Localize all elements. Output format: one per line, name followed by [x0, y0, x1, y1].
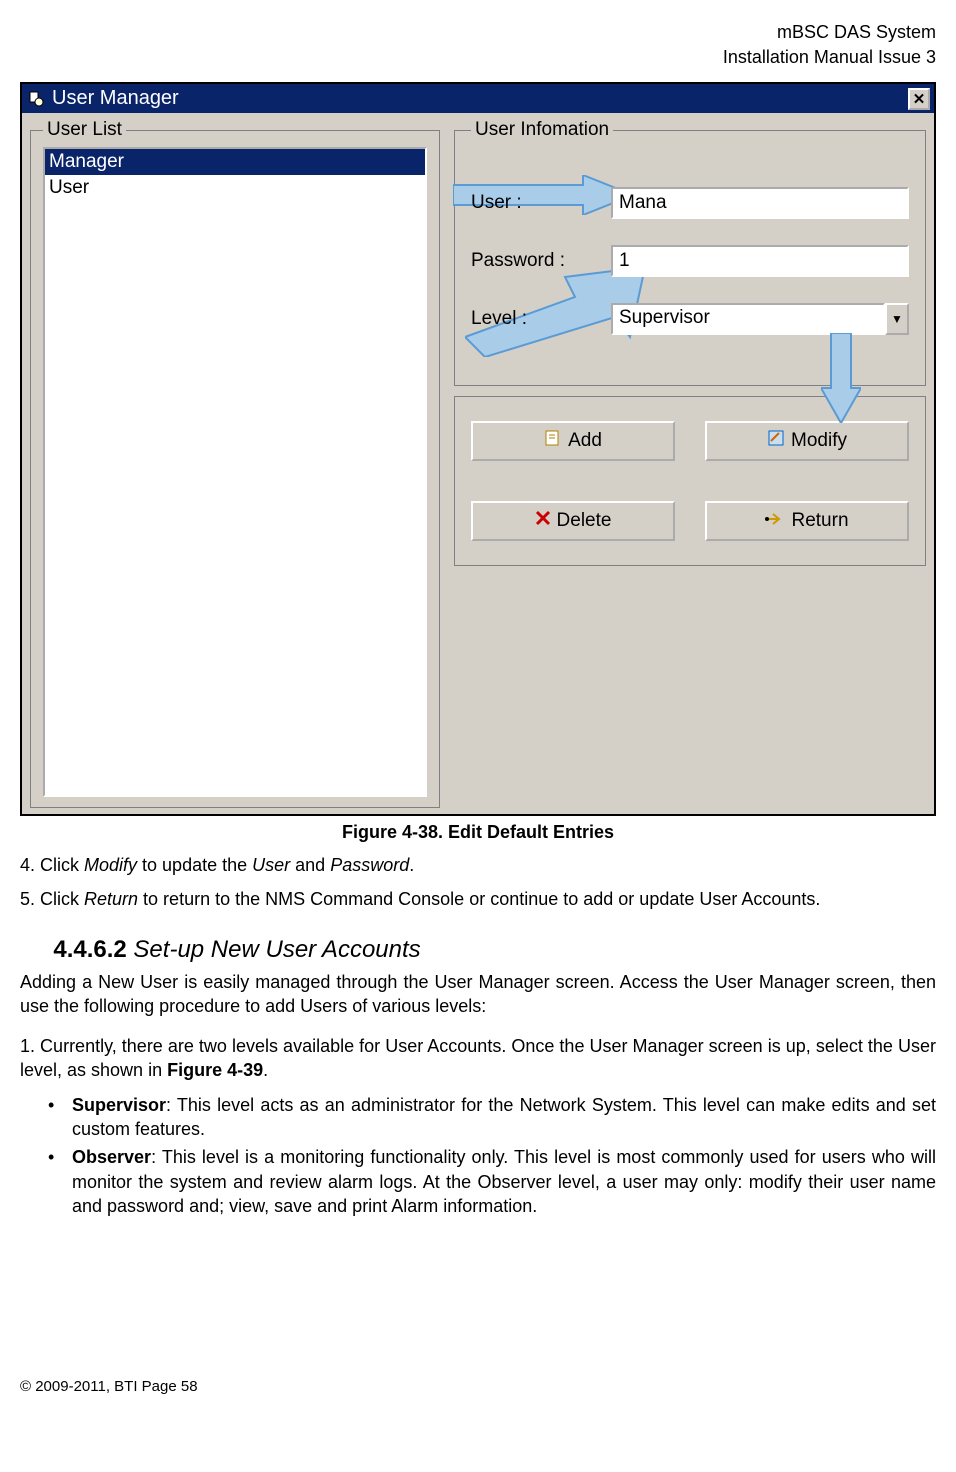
user-list-legend: User List — [43, 119, 126, 141]
app-icon — [26, 89, 46, 109]
p1-post: . — [263, 1060, 268, 1080]
modify-icon — [767, 429, 785, 453]
step4-mid2: and — [290, 855, 330, 875]
add-icon — [544, 429, 562, 453]
user-list-item-manager[interactable]: Manager — [45, 149, 425, 175]
header-line1: mBSC DAS System — [20, 20, 936, 45]
password-row: Password : — [471, 245, 909, 277]
p1-pre: 1. Currently, there are two levels avail… — [20, 1036, 936, 1080]
step4-password: Password — [330, 855, 409, 875]
return-label: Return — [791, 510, 848, 532]
p1-figref: Figure 4-39 — [167, 1060, 263, 1080]
password-input[interactable] — [611, 245, 909, 277]
step-5: 5. Click Return to return to the NMS Com… — [20, 887, 936, 911]
level-select[interactable]: Supervisor ▼ — [611, 303, 909, 335]
step4-mid: to update the — [137, 855, 252, 875]
section-number: 4.4.6.2 — [53, 936, 126, 963]
user-input[interactable] — [611, 187, 909, 219]
screenshot-frame: User Manager ✕ User List Manager User Us… — [20, 82, 936, 816]
user-info-legend: User Infomation — [471, 119, 613, 141]
delete-label: Delete — [557, 510, 612, 532]
b2-rest: : This level is a monitoring functionali… — [72, 1147, 936, 1216]
user-row: User : — [471, 187, 909, 219]
return-button[interactable]: Return — [705, 501, 909, 541]
step4-post: . — [409, 855, 414, 875]
user-list-fieldset: User List Manager User — [30, 119, 440, 808]
window-body: User List Manager User User Infomation U… — [22, 113, 934, 814]
chevron-down-icon[interactable]: ▼ — [885, 303, 909, 335]
add-button[interactable]: Add — [471, 421, 675, 461]
section-title: Set-up New User Accounts — [133, 936, 420, 963]
user-list-item-user[interactable]: User — [45, 175, 425, 201]
b2-bold: Observer — [72, 1147, 151, 1167]
delete-button[interactable]: Delete — [471, 501, 675, 541]
level-label: Level : — [471, 308, 611, 330]
b1-bold: Supervisor — [72, 1095, 166, 1115]
page-header: mBSC DAS System Installation Manual Issu… — [20, 20, 936, 70]
window-titlebar: User Manager ✕ — [22, 84, 934, 113]
header-line2: Installation Manual Issue 3 — [20, 45, 936, 70]
password-label: Password : — [471, 250, 611, 272]
step5-pre: 5. Click — [20, 889, 84, 909]
step4-user: User — [252, 855, 290, 875]
level-bullets: Supervisor: This level acts as an admini… — [48, 1093, 936, 1218]
section-step-1: 1. Currently, there are two levels avail… — [20, 1034, 936, 1083]
step4-modify: Modify — [84, 855, 137, 875]
b1-rest: : This level acts as an administrator fo… — [72, 1095, 936, 1139]
bullet-observer: Observer: This level is a monitoring fun… — [48, 1145, 936, 1218]
level-row: Level : Supervisor ▼ — [471, 303, 909, 335]
step4-pre: 4. Click — [20, 855, 84, 875]
bullet-supervisor: Supervisor: This level acts as an admini… — [48, 1093, 936, 1142]
section-intro: Adding a New User is easily managed thro… — [20, 970, 936, 1019]
button-fieldset: Add Modify Delete Return — [454, 396, 926, 566]
window-title: User Manager — [52, 87, 179, 110]
user-info-fieldset: User Infomation User : Password : Level — [454, 119, 926, 386]
user-list-box[interactable]: Manager User — [43, 147, 427, 797]
modify-button[interactable]: Modify — [705, 421, 909, 461]
level-value: Supervisor — [611, 303, 885, 335]
step5-return: Return — [84, 889, 138, 909]
step5-post: to return to the NMS Command Console or … — [138, 889, 820, 909]
close-button[interactable]: ✕ — [908, 88, 930, 110]
delete-icon — [535, 510, 551, 532]
figure-caption: Figure 4-38. Edit Default Entries — [20, 822, 936, 843]
page-footer: © 2009-2011, BTI Page 58 — [20, 1378, 936, 1395]
return-icon — [765, 510, 785, 532]
section-heading: 4.4.6.2 Set-up New User Accounts — [20, 936, 936, 964]
user-label: User : — [471, 192, 611, 214]
step-4: 4. Click Modify to update the User and P… — [20, 853, 936, 877]
modify-label: Modify — [791, 430, 847, 452]
add-label: Add — [568, 430, 602, 452]
